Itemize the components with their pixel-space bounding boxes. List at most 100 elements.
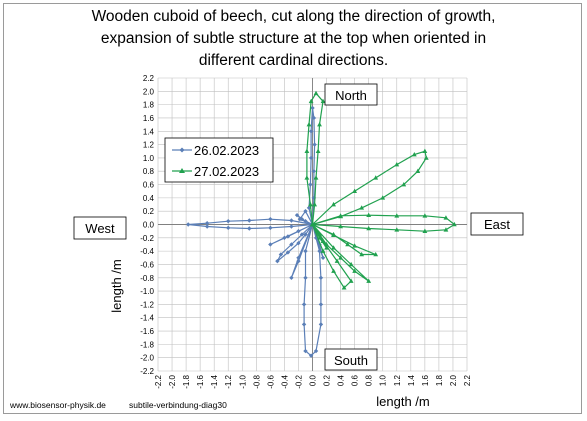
data-point-series-2 [312,201,318,207]
x-axis-label: length /m [376,394,429,409]
data-point-series-1 [313,348,319,354]
data-point-series-2 [324,241,329,247]
data-point-series-1 [268,225,273,231]
x-tick-label: -1.2 [224,374,233,388]
data-point-series-2 [310,221,315,227]
data-point-series-2 [411,151,417,157]
x-tick-label: 1.8 [435,374,444,386]
data-point-series-1 [308,353,314,358]
data-point-series-2 [313,175,319,180]
x-tick-label: -0.6 [266,374,275,388]
y-tick-label: -2.2 [140,367,154,376]
y-tick-label: 1.8 [143,101,155,110]
data-point-series-2 [320,238,326,243]
data-point-series-2 [341,285,347,290]
y-tick-label: -1.6 [140,327,154,336]
title-line-2: expansion of subtle structure at the top… [100,30,487,47]
data-point-series-1 [318,302,324,307]
data-point-series-1 [310,105,315,111]
y-tick-label: 1.6 [143,114,155,123]
x-tick-label: 0.0 [309,374,318,386]
data-point-series-1 [294,212,300,218]
y-tick-label: 1.0 [143,154,155,163]
data-point-series-1 [299,232,305,237]
data-point-series-1 [296,255,301,260]
x-tick-label: 0.2 [323,374,332,386]
data-point-series-2 [422,228,428,233]
data-point-series-2 [304,148,310,154]
x-tick-label: -1.0 [238,374,247,388]
y-tick-label: 0.8 [143,167,155,176]
data-point-series-1 [311,115,317,121]
y-tick-label: 0.0 [143,221,155,230]
data-point-series-2 [320,248,326,253]
legend-marker-series-2 [179,168,185,173]
x-tick-label: -2.0 [168,374,177,388]
data-point-series-1 [289,275,294,280]
data-point-series-2 [306,122,312,127]
data-point-series-2 [317,122,322,127]
legend-label-series-1: 26.02.2023 [194,143,259,158]
data-point-series-2 [443,227,449,232]
data-point-series-1 [247,218,252,223]
data-point-series-1 [226,225,231,231]
data-point-series-2 [338,223,343,229]
data-point-series-2 [366,278,372,283]
data-point-series-2 [373,175,379,180]
data-point-series-2 [366,225,372,231]
data-point-series-2 [366,212,372,217]
data-point-series-1 [320,255,326,260]
data-point-series-2 [348,261,354,267]
data-point-series-2 [415,168,421,174]
y-tick-label: 1.4 [143,127,155,136]
data-point-series-2 [331,232,336,237]
data-point-series-1 [297,216,303,222]
data-point-series-1 [296,240,301,246]
west-label: West [85,221,115,236]
data-point-series-2 [345,241,351,247]
data-point-series-2 [359,205,365,210]
data-point-series-2 [317,231,322,237]
data-point-series-2 [334,258,340,263]
x-tick-label: -1.6 [196,374,205,388]
x-tick-label: 0.6 [351,374,360,386]
y-tick-label: -1.2 [140,300,154,309]
data-point-series-1 [296,258,301,264]
data-point-series-1 [185,222,191,227]
data-point-series-2 [394,161,400,167]
direction-north: North [324,83,378,106]
y-tick-label: -0.6 [140,260,154,269]
data-point-series-2 [315,148,321,154]
y-tick-label: 0.2 [143,207,155,216]
y-tick-label: -0.8 [140,274,154,283]
data-point-series-1 [247,226,252,231]
tick-labels: -2.2-2.2 -2.0 -2.0 -1.8 -1.8 -1.6 -1.6 -1.4 -1.4… [140,74,472,389]
y-tick-label: -1.8 [140,340,154,349]
data-point-series-1 [296,228,301,234]
data-point-series-1 [278,252,284,257]
x-tick-label: -2.2 [154,374,163,388]
data-point-series-1 [308,155,314,161]
y-tick-label: 1.2 [143,141,155,150]
y-tick-label: 2.2 [143,74,155,83]
direction-east: East [470,212,524,236]
y-axis-label: length /m [109,259,124,312]
x-tick-label: 2.0 [449,374,458,386]
x-tick-label: -0.2 [294,374,303,388]
data-point-series-1 [308,129,314,134]
y-tick-label: 0.4 [143,194,155,203]
data-point-series-1 [268,242,273,247]
x-tick-label: -0.4 [280,374,289,388]
data-point-series-2 [394,213,400,218]
chart-title: Wooden cuboid of beech, cut along the di… [0,6,587,72]
data-point-series-2 [423,155,429,160]
x-tick-label: 1.6 [421,374,430,386]
title-line-3: different cardinal directions. [198,52,389,69]
data-point-series-2 [359,251,365,257]
data-point-series-1 [289,242,294,247]
data-point-series-1 [285,250,291,255]
data-point-series-1 [303,348,308,354]
data-point-series-1 [282,235,287,241]
x-tick-label: -1.8 [182,374,191,388]
